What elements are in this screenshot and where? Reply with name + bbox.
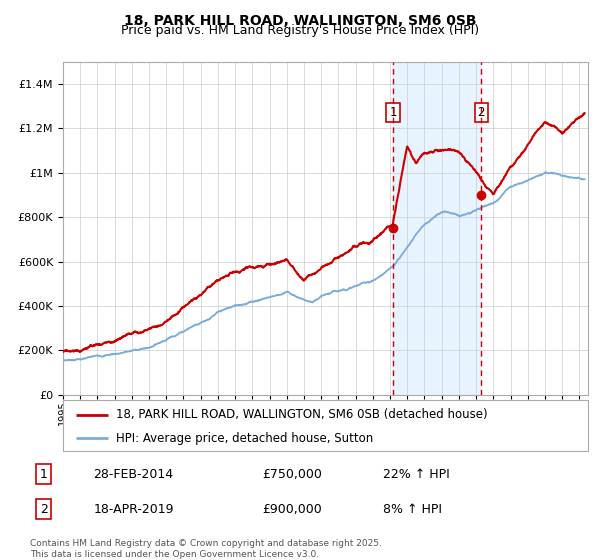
Text: 1: 1 (40, 468, 48, 480)
Text: HPI: Average price, detached house, Sutton: HPI: Average price, detached house, Sutt… (115, 432, 373, 445)
Text: 18, PARK HILL ROAD, WALLINGTON, SM6 0SB: 18, PARK HILL ROAD, WALLINGTON, SM6 0SB (124, 14, 476, 28)
Text: Price paid vs. HM Land Registry's House Price Index (HPI): Price paid vs. HM Land Registry's House … (121, 24, 479, 37)
Text: Contains HM Land Registry data © Crown copyright and database right 2025.
This d: Contains HM Land Registry data © Crown c… (30, 539, 382, 559)
Bar (393, 62, 481, 395)
Text: 8% ↑ HPI: 8% ↑ HPI (383, 502, 442, 516)
Text: 18-APR-2019: 18-APR-2019 (94, 502, 174, 516)
Text: 2: 2 (478, 106, 485, 119)
Text: £900,000: £900,000 (262, 502, 322, 516)
Text: £750,000: £750,000 (262, 468, 322, 480)
Text: 18, PARK HILL ROAD, WALLINGTON, SM6 0SB (detached house): 18, PARK HILL ROAD, WALLINGTON, SM6 0SB … (115, 408, 487, 421)
Text: 2: 2 (40, 502, 48, 516)
Text: 22% ↑ HPI: 22% ↑ HPI (383, 468, 450, 480)
FancyBboxPatch shape (63, 400, 588, 451)
Text: 1: 1 (389, 106, 397, 119)
Text: 28-FEB-2014: 28-FEB-2014 (94, 468, 173, 480)
